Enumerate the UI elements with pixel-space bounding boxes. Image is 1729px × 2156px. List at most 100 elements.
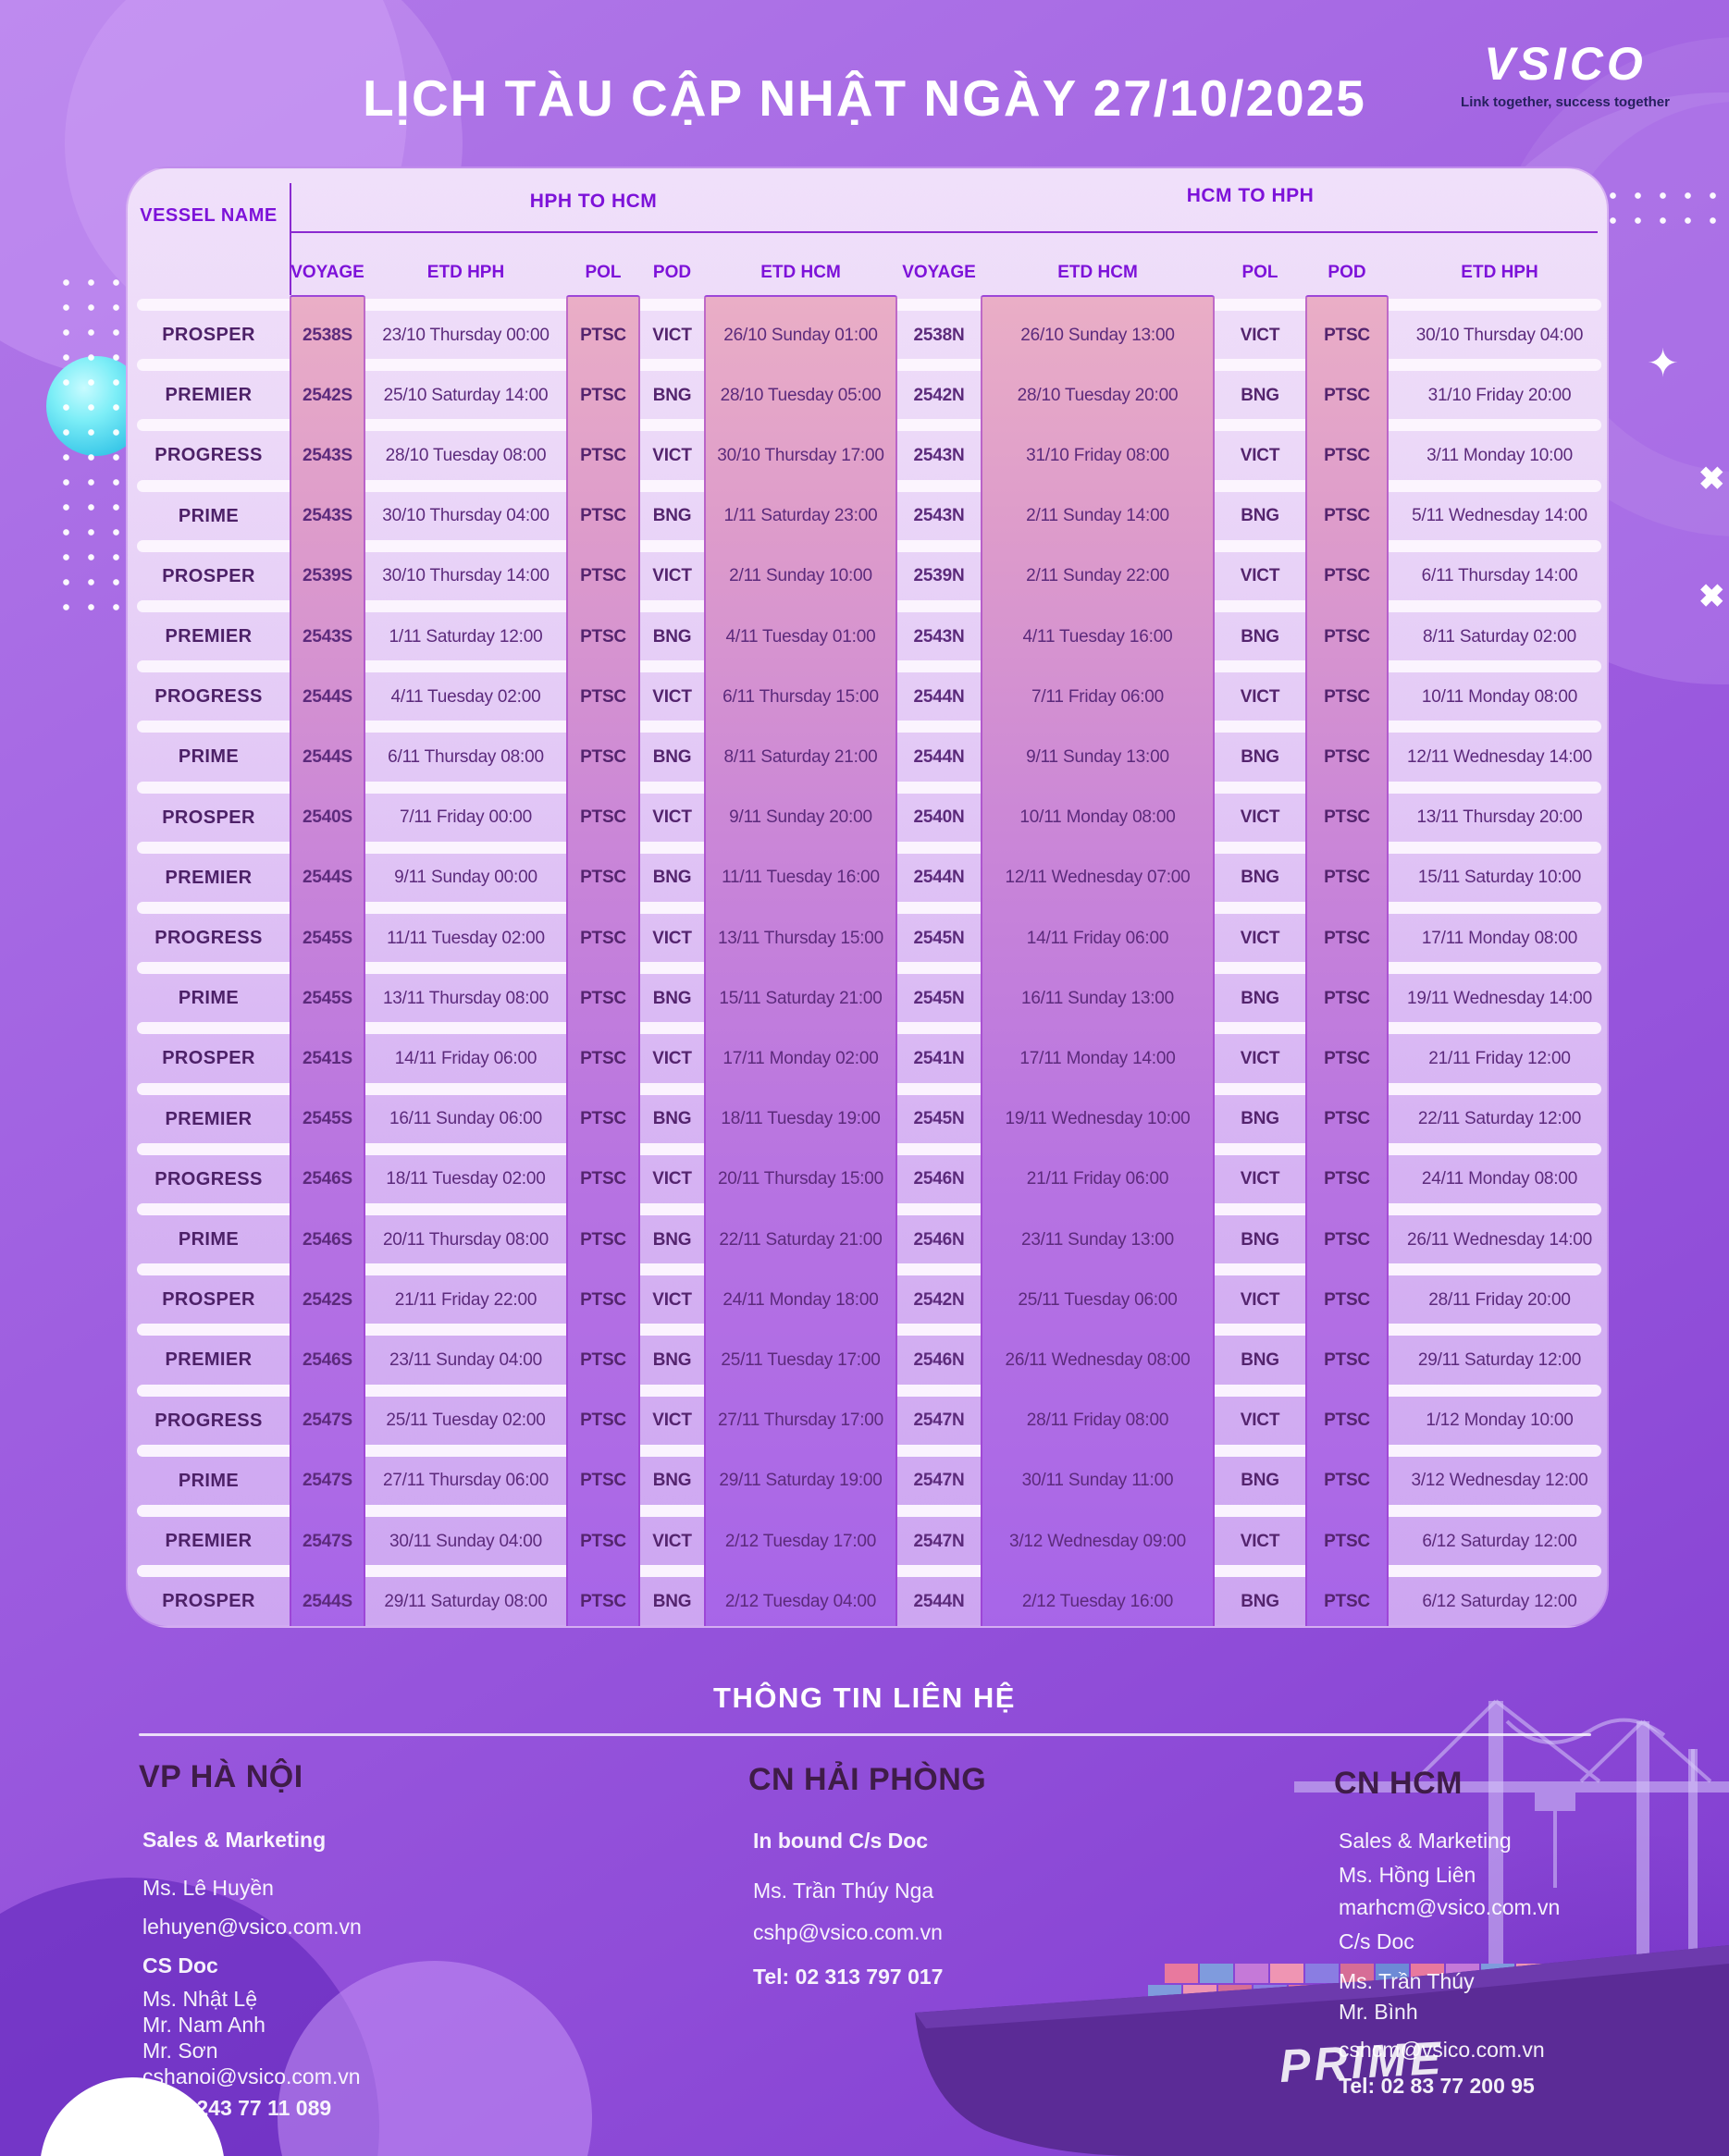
table-cell: 2542S (303, 1289, 352, 1310)
table-cell: PTSC (580, 1169, 626, 1189)
header-rule (290, 231, 897, 233)
table-cell: PTSC (1324, 928, 1370, 948)
schedule-table: VESSEL NAME HPH TO HCM HCM TO HPH VOYAGE… (126, 166, 1609, 1628)
table-cell: BNG (652, 385, 692, 405)
table-cell: PTSC (580, 686, 626, 707)
contact-line: Mr. Bình (1339, 2000, 1418, 2024)
table-cell: 21/11 Friday 06:00 (1026, 1169, 1169, 1189)
table-cell: PRIME (178, 1229, 240, 1250)
table-row: PROSPER 2542S 21/11 Friday 22:00 PTSC VICT 24… (128, 1275, 1607, 1324)
table-cell: PRIME (178, 1470, 240, 1491)
col-header-pol-n: POL (1241, 263, 1278, 282)
table-row: PREMIER 2545S 16/11 Sunday 06:00 PTSC BNG 18/… (128, 1095, 1607, 1144)
table-cell: 20/11 Thursday 15:00 (717, 1169, 884, 1189)
header-group-hph-hcm: HPH TO HCM (529, 191, 658, 212)
col-header-etd-hcm-n: ETD HCM (1057, 263, 1138, 282)
table-cell: PREMIER (165, 1349, 253, 1371)
table-cell: PREMIER (165, 1531, 253, 1551)
cross-icon: ✖ (1698, 462, 1725, 497)
table-cell: 2544S (303, 1591, 352, 1611)
table-cell: PTSC (1324, 1591, 1370, 1611)
table-cell: 2546S (303, 1229, 352, 1250)
table-cell: 2546S (303, 1349, 352, 1370)
table-cell: PTSC (1324, 1289, 1370, 1310)
table-row: PREMIER 2542S 25/10 Saturday 14:00 PTSC BNG 2… (128, 371, 1607, 420)
table-cell: 18/11 Tuesday 19:00 (721, 1109, 881, 1129)
table-cell: 2545N (913, 1109, 965, 1129)
table-cell: BNG (652, 506, 692, 526)
table-row: PROSPER 2544S 29/11 Saturday 08:00 PTSC BNG 2… (128, 1577, 1607, 1626)
table-cell: BNG (652, 746, 692, 767)
table-cell: 26/11 Wednesday 08:00 (1005, 1349, 1191, 1370)
table-row: PREMIER 2546S 23/11 Sunday 04:00 PTSC BNG 25/… (128, 1336, 1607, 1385)
table-cell: 2541S (303, 1048, 352, 1068)
table-cell: 10/11 Monday 08:00 (1421, 686, 1578, 707)
contact-line: Ms. Nhật Lệ (142, 1987, 257, 2011)
table-cell: 21/11 Friday 12:00 (1428, 1048, 1571, 1068)
table-cell: BNG (1241, 746, 1279, 767)
table-cell: PTSC (580, 325, 626, 345)
table-cell: 2544S (303, 686, 352, 707)
table-cell: 21/11 Friday 22:00 (394, 1289, 537, 1310)
table-cell: PROSPER (162, 1591, 255, 1612)
table-cell: 22/11 Saturday 21:00 (719, 1229, 883, 1250)
table-row: PRIME 2545S 13/11 Thursday 08:00 PTSC BNG 15/… (128, 974, 1607, 1023)
table-row: PRIME 2547S 27/11 Thursday 06:00 PTSC BNG 29/… (128, 1457, 1607, 1506)
table-cell: BNG (652, 1109, 692, 1129)
table-cell: VICT (1240, 928, 1280, 948)
table-cell: VICT (1240, 1411, 1280, 1431)
ship-name-label: PRIME (1278, 2032, 1446, 2092)
table-cell: 2542S (303, 385, 352, 405)
table-cell: PROSPER (162, 1048, 255, 1069)
table-cell: PREMIER (165, 385, 253, 406)
table-cell: 2544S (303, 868, 352, 888)
table-cell: 26/11 Wednesday 14:00 (1406, 1229, 1593, 1250)
table-cell: BNG (1241, 868, 1279, 888)
table-cell: 2540S (303, 807, 352, 828)
contact-line: Mr. Nam Anh (142, 2013, 266, 2037)
table-cell: VICT (1240, 445, 1280, 465)
table-cell: 13/11 Thursday 15:00 (717, 928, 884, 948)
table-cell: PTSC (580, 988, 626, 1008)
table-cell: 2542N (913, 1289, 965, 1310)
table-cell: 31/10 Friday 20:00 (1427, 385, 1572, 405)
table-cell: 30/10 Thursday 17:00 (717, 445, 884, 465)
contact-line: C/s Doc (1339, 1929, 1414, 1953)
table-cell: 2544N (913, 868, 965, 888)
table-cell: 31/10 Friday 08:00 (1026, 445, 1169, 465)
table-cell: VICT (652, 445, 692, 465)
table-cell: 4/11 Tuesday 02:00 (390, 686, 541, 707)
table-cell: 18/11 Tuesday 02:00 (386, 1169, 546, 1189)
table-cell: PRIME (178, 746, 240, 768)
table-cell: PROGRESS (154, 928, 263, 948)
table-cell: 17/11 Monday 08:00 (1421, 928, 1578, 948)
table-cell: VICT (1240, 1048, 1280, 1068)
column-strip-etdhcm-s (704, 295, 897, 1626)
table-cell: BNG (652, 626, 692, 647)
table-cell: VICT (1240, 1531, 1280, 1551)
table-row: PROGRESS 2546S 18/11 Tuesday 02:00 PTSC VICT… (128, 1155, 1607, 1204)
table-cell: PTSC (1324, 1531, 1370, 1551)
table-cell: 2547S (303, 1531, 352, 1551)
table-row: PROGRESS 2545S 11/11 Tuesday 02:00 PTSC VICT… (128, 914, 1607, 963)
table-cell: PTSC (1324, 445, 1370, 465)
table-row: PROSPER 2540S 7/11 Friday 00:00 PTSC VICT 9/1… (128, 794, 1607, 843)
table-cell: PTSC (1324, 1411, 1370, 1431)
table-cell: 22/11 Saturday 12:00 (1417, 1109, 1582, 1129)
table-cell: PREMIER (165, 1108, 253, 1129)
table-cell: 5/11 Wednesday 14:00 (1412, 506, 1587, 526)
table-cell: 2547S (303, 1411, 352, 1431)
table-cell: PTSC (580, 1591, 626, 1611)
contact-line: Ms. Lê Huyền (142, 1876, 274, 1900)
table-cell: 30/11 Sunday 04:00 (389, 1531, 543, 1551)
table-cell: 2547N (913, 1471, 965, 1491)
contact-haiphong-title: CN HẢI PHÒNG (748, 1762, 987, 1797)
table-cell: 12/11 Wednesday 07:00 (1005, 868, 1191, 888)
table-cell: 30/10 Thursday 04:00 (1415, 325, 1584, 345)
contact-line: In bound C/s Doc (753, 1829, 929, 1853)
col-header-etd-hph-s: ETD HPH (426, 263, 505, 282)
table-cell: 25/11 Tuesday 06:00 (1018, 1289, 1178, 1310)
table-cell: PREMIER (165, 626, 253, 647)
table-cell: PTSC (580, 1471, 626, 1491)
